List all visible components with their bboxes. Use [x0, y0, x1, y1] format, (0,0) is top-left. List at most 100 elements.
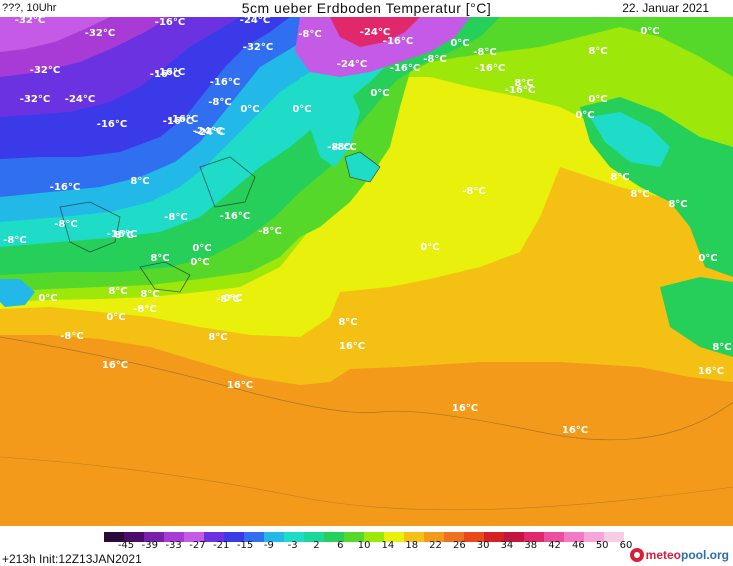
temperature-label: -16°C [163, 116, 193, 127]
temperature-label: 0°C [370, 88, 389, 99]
temperature-label: 16°C [452, 403, 478, 414]
color-scale-swatch [184, 532, 205, 542]
color-scale-tick-label: 10 [357, 540, 371, 551]
temperature-label: -16°C [210, 77, 240, 88]
map-title: 5cm ueber Erdboden Temperatur [°C] [241, 0, 492, 16]
temperature-label: -8°C [333, 142, 356, 153]
color-scale-swatch [144, 532, 165, 542]
color-scale-swatch [284, 532, 305, 542]
temperature-label: 8°C [130, 176, 149, 187]
temperature-label: 0°C [292, 104, 311, 115]
temperature-label: -16°C [168, 114, 198, 125]
color-scale-swatch [604, 532, 625, 542]
color-scale-swatch [544, 532, 565, 542]
color-scale-swatch [304, 532, 325, 542]
color-scale-tick-label: 14 [381, 540, 395, 551]
color-scale-swatch [164, 532, 185, 542]
color-scale-swatch [324, 532, 345, 542]
temperature-field: -32°C-32°C-16°C -24°C-32°C -16°C-8°C-32°C-… [0, 17, 733, 526]
color-scale-swatch [524, 532, 545, 542]
temperature-label: -32°C [243, 42, 273, 53]
color-scale-swatch [584, 532, 605, 542]
color-scale-tick-label: -3 [287, 540, 298, 551]
forecast-date: 22. Januar 2021 [622, 1, 709, 15]
temperature-label: 8°C [630, 189, 649, 200]
color-scale-tick-label: 46 [572, 540, 585, 551]
color-scale-tick-label: -45 [117, 540, 135, 551]
temperature-label: 16°C [227, 380, 253, 391]
west-coast-patch [0, 279, 35, 307]
temperature-label: -16°C [220, 211, 250, 222]
color-scale-swatch [364, 532, 385, 542]
temperature-label: 8°C [108, 286, 127, 297]
temperature-label: -8°C [462, 186, 485, 197]
temperature-label: -16°C [50, 182, 80, 193]
temperature-label: 0°C [698, 253, 717, 264]
color-scale-swatch [104, 532, 125, 542]
temperature-label: -8°C [473, 47, 496, 58]
temperature-label: 0°C [190, 257, 209, 268]
temperature-label: -24°C [193, 126, 223, 137]
temperature-label: -8°C [423, 54, 446, 65]
meteopool-logo-icon [629, 548, 644, 562]
contour-line [0, 456, 733, 511]
color-scale-tick-label: 60 [619, 540, 633, 551]
contour-line [0, 336, 733, 441]
temperature-label: -8°C [54, 219, 77, 230]
temperature-label: 0°C [38, 293, 57, 304]
temperature-label: 0°C [223, 293, 242, 304]
color-scale-tick-label: 30 [476, 540, 490, 551]
east-land [660, 277, 733, 357]
color-scale-swatch [484, 532, 505, 542]
temperature-label: 16°C [698, 366, 724, 377]
color-scale-swatch [444, 532, 465, 542]
temperature-label: 8°C [514, 78, 533, 89]
temperature-label: -16°C [107, 229, 137, 240]
temperature-label: -16°C [475, 63, 505, 74]
color-scale-swatch [244, 532, 265, 542]
temperature-label: -8°C [164, 212, 187, 223]
temperature-label: -16°C [383, 36, 413, 47]
temperature-label: 8°C [150, 253, 169, 264]
color-scale-tick-label: -39 [141, 540, 158, 551]
greenland-peak-cold [330, 17, 420, 47]
temperature-label: -32°C [30, 65, 60, 76]
color-scale-tick-label: 50 [595, 540, 609, 551]
scandinavia-cold [590, 112, 670, 167]
temperature-label: -24°C [195, 127, 225, 138]
color-scale-tick-label: -21 [213, 540, 230, 551]
color-scale-swatch [204, 532, 225, 542]
magenta-band [0, 17, 110, 52]
color-scale-tick-label: 6 [337, 540, 344, 551]
temperature-label: -24°C [337, 59, 367, 70]
temperature-label: 16°C [102, 360, 128, 371]
color-scale-tick-label: 34 [500, 540, 514, 551]
temperature-label: -24°C [240, 17, 270, 26]
temperature-labels: -32°C-32°C-16°C -24°C-32°C -16°C-8°C-32°C-… [3, 17, 731, 436]
color-scale-tick-label: -33 [165, 540, 182, 551]
color-scale-tick-label: -27 [189, 540, 206, 551]
canada-coastline [59, 156, 256, 293]
color-scale-swatch [344, 532, 365, 542]
color-scale-swatch [404, 532, 425, 542]
temperature-label: -24°C [65, 94, 95, 105]
color-scale-tick-label: -15 [236, 540, 254, 551]
temperature-label: -24°C [360, 27, 390, 38]
color-scale-swatch [224, 532, 245, 542]
temperature-label: -16°C [97, 119, 127, 130]
temperature-map[interactable]: -32°C -32°C -16°C -24°C -32°C -16°C -8°C -32°C -… [0, 17, 733, 526]
temperature-label: -16°C [150, 69, 180, 80]
color-scale-swatch [504, 532, 525, 542]
color-scale-tick-label: 22 [429, 540, 442, 551]
temperature-label: 16°C [339, 341, 365, 352]
temperature-label: 8°C [208, 332, 227, 343]
forecast-day-label: ???, 10Uhr [2, 2, 57, 14]
temperature-label: 8°C [588, 46, 607, 57]
meteopool-logo[interactable]: meteo pool.org [629, 546, 729, 564]
temperature-label: -32°C [15, 17, 45, 26]
color-scale-bar [104, 529, 625, 542]
temperature-label: 8°C [668, 199, 687, 210]
color-scale-tick-label: 38 [524, 540, 538, 551]
temperature-label: 8°C [140, 289, 159, 300]
temperature-label: -8°C [298, 29, 321, 40]
